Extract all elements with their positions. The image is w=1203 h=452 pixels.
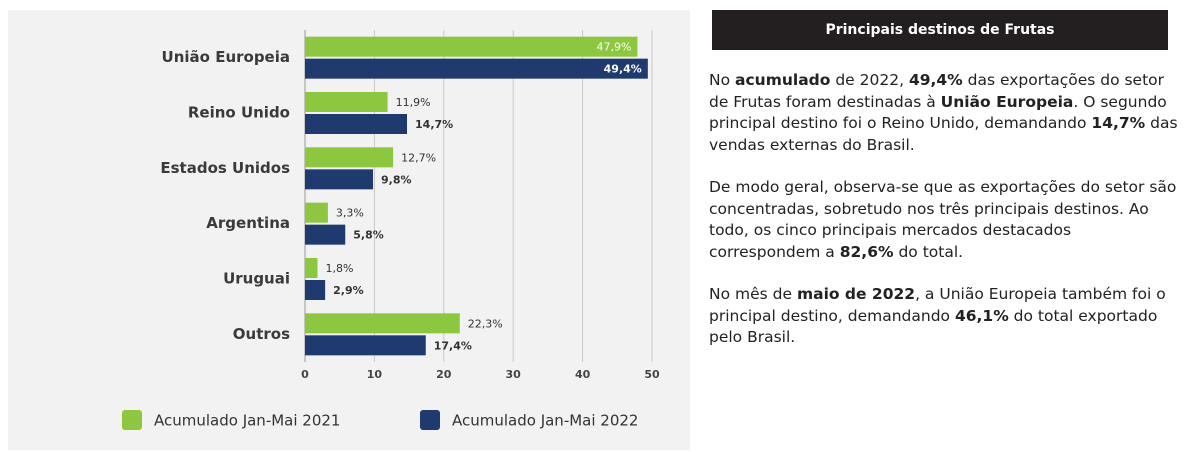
- panel-body: No acumulado de 2022, 49,4% das exportaç…: [709, 70, 1179, 370]
- bold-text: 14,7%: [1091, 114, 1146, 132]
- data-label: 5,8%: [353, 229, 384, 242]
- x-tick-label: 10: [367, 368, 383, 381]
- text: das exportações do setor de Frutas foram…: [709, 71, 1165, 111]
- bar: [305, 169, 374, 190]
- category-label: Argentina: [206, 214, 290, 232]
- text: No mês de: [709, 285, 797, 303]
- text: do total exportado pelo Brasil.: [709, 306, 1158, 347]
- data-label: 1,8%: [325, 262, 353, 275]
- text: de 2022,: [830, 71, 909, 89]
- bold-text: União Europeia: [940, 92, 1074, 111]
- panel-title: Principais destinos de Frutas: [712, 10, 1168, 50]
- text: , a União Europeia também foi o principa…: [709, 285, 1166, 325]
- bar: [305, 36, 638, 57]
- bold-text: 49,4%: [908, 71, 963, 89]
- legend-label: Acumulado Jan-Mai 2022: [452, 412, 638, 430]
- bold-text: maio de 2022: [796, 285, 916, 303]
- bar: [305, 114, 408, 134]
- data-label: 14,7%: [415, 118, 453, 131]
- bold-text: 46,1%: [954, 306, 1009, 325]
- bar: [305, 58, 648, 79]
- category-label: Outros: [233, 325, 290, 343]
- data-label: 3,3%: [336, 207, 364, 220]
- chart: 0 10 20 30 40 50 União Europeia 47,9% 49,4% Reino…: [8, 10, 690, 450]
- data-label: 2,9%: [333, 284, 364, 297]
- paragraph: No acumulado de 2022, 49,4% das exportaç…: [709, 70, 1179, 156]
- paragraph: No mês de maio de 2022, a União Europeia…: [709, 284, 1179, 349]
- data-label: 47,9%: [596, 41, 631, 54]
- legend-label: Acumulado Jan-Mai 2021: [154, 412, 340, 430]
- data-label: 11,9%: [396, 96, 431, 109]
- legend-swatch: [420, 410, 440, 430]
- category-label: Uruguai: [223, 270, 290, 288]
- x-tick-label: 50: [644, 368, 660, 381]
- text: De modo geral, observa-se que as exporta…: [709, 178, 1177, 261]
- bar: [305, 313, 460, 334]
- data-label: 12,7%: [401, 151, 436, 164]
- data-label: 49,4%: [604, 63, 642, 76]
- bar: [305, 280, 326, 300]
- bar: [305, 202, 328, 223]
- chart-background: [8, 10, 690, 450]
- x-tick-label: 20: [436, 368, 452, 381]
- bold-text: 82,6%: [839, 242, 894, 261]
- text: do total.: [893, 242, 964, 261]
- paragraph: De modo geral, observa-se que as exporta…: [709, 177, 1179, 263]
- category-label: União Europeia: [162, 48, 290, 66]
- bold-text: acumulado: [735, 71, 831, 89]
- bar: [305, 258, 318, 278]
- data-label: 17,4%: [434, 339, 472, 352]
- category-label: Reino Unido: [188, 104, 290, 122]
- data-label: 22,3%: [468, 317, 503, 330]
- bar: [305, 224, 346, 245]
- x-tick-label: 0: [301, 368, 309, 381]
- bar: [305, 92, 388, 112]
- bar: [305, 147, 394, 168]
- x-tick-label: 40: [575, 368, 591, 381]
- text: . O segundo principal destino foi o Rein…: [709, 92, 1167, 133]
- legend-swatch: [122, 410, 142, 430]
- category-label: Estados Unidos: [160, 159, 290, 177]
- text: das vendas externas do Brasil.: [709, 114, 1178, 154]
- x-tick-label: 30: [506, 368, 522, 381]
- text: No: [709, 71, 736, 89]
- data-label: 9,8%: [381, 173, 412, 186]
- bar: [305, 335, 426, 356]
